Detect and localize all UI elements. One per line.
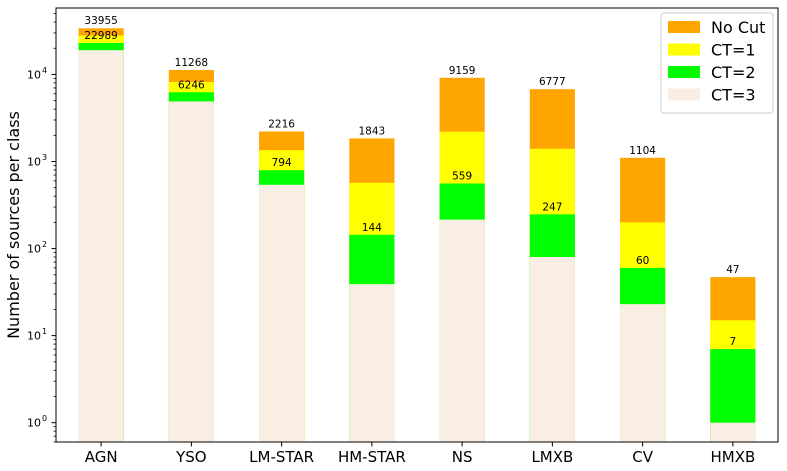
ct2-label-lmxb: 247 <box>542 201 562 213</box>
x-tick-label-lmxb: LMXB <box>531 448 573 466</box>
top-label-yso: 11268 <box>175 57 208 69</box>
bar-ct-3-ns <box>439 219 485 442</box>
y-axis-label: Number of sources per class <box>4 111 23 339</box>
top-label-lm-star: 2216 <box>268 118 295 130</box>
bar-ct-3-cv <box>620 304 666 442</box>
x-tick-label-ns: NS <box>452 448 473 466</box>
ct2-label-hm-star: 144 <box>362 222 382 234</box>
legend-label: CT=2 <box>711 63 756 82</box>
bar-ct-3-hm-star <box>349 284 395 442</box>
x-tick-label-hm-star: HM-STAR <box>338 448 406 466</box>
legend-label: CT=3 <box>711 86 756 105</box>
ct2-label-cv: 60 <box>636 255 649 267</box>
legend-label: CT=1 <box>711 41 756 60</box>
y-tick-label: 10 <box>27 417 41 430</box>
bar-ct-3-lmxb <box>529 257 575 442</box>
y-tick-exponent: 4 <box>42 66 47 75</box>
ct2-label-ns: 559 <box>452 171 472 183</box>
top-label-agn: 33955 <box>84 15 117 27</box>
legend-label: No Cut <box>711 18 765 37</box>
top-label-lmxb: 6777 <box>539 76 566 88</box>
y-tick-label: 10 <box>27 156 41 169</box>
ct2-label-yso: 6246 <box>178 79 205 91</box>
bar-ct-3-lm-star <box>259 184 305 442</box>
bar-ct-3-agn <box>78 50 124 443</box>
top-label-hmxb: 47 <box>726 264 739 276</box>
y-tick-exponent: 0 <box>42 414 47 423</box>
x-tick-label-lm-star: LM-STAR <box>249 448 314 466</box>
top-label-ns: 9159 <box>449 65 476 77</box>
ct2-label-agn: 22989 <box>84 30 117 42</box>
bar-ct-3-yso <box>168 101 214 443</box>
y-tick-exponent: 1 <box>42 327 47 336</box>
x-axis: AGN YSO LM-STAR HM-STAR NS LMXB CV HMXB <box>85 442 755 466</box>
legend-swatch <box>668 66 700 78</box>
bars-group <box>78 28 756 443</box>
top-label-hm-star: 1843 <box>359 125 386 137</box>
legend-swatch <box>668 43 700 56</box>
y-tick-label: 10 <box>27 243 41 256</box>
legend-swatch <box>668 88 700 101</box>
y-tick-label: 10 <box>27 68 41 81</box>
x-tick-label-cv: CV <box>632 448 653 466</box>
x-tick-label-yso: YSO <box>175 448 207 466</box>
bar-ct-3-hmxb <box>710 422 756 442</box>
plot-frame <box>55 7 779 443</box>
data-labels-group: 33955 22989 11268 6246 2216 794 1843 144 9159 559… <box>84 15 739 348</box>
x-tick-label-hmxb: HMXB <box>710 448 755 466</box>
legend: No Cut CT=1 CT=2 CT=3 <box>660 12 774 114</box>
ct2-label-hmxb: 7 <box>730 336 737 348</box>
y-tick-label: 10 <box>27 330 41 343</box>
y-tick-exponent: 3 <box>42 153 47 162</box>
top-label-cv: 1104 <box>629 145 656 157</box>
legend-swatch <box>668 21 700 33</box>
y-tick-exponent: 2 <box>42 240 47 249</box>
legend-box <box>660 12 774 114</box>
x-tick-label-agn: AGN <box>85 448 118 466</box>
ct2-label-lm-star: 794 <box>272 157 292 169</box>
